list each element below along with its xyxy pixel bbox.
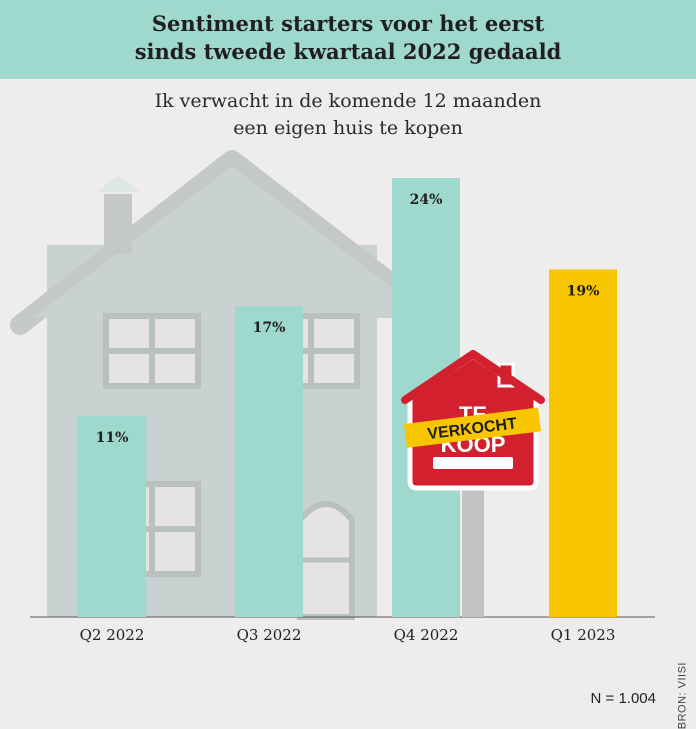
bar-value-label: 17% xyxy=(253,320,286,336)
bar-value-label: 24% xyxy=(410,192,443,208)
bar-value-label: 19% xyxy=(567,283,600,299)
bar-q1-2023 xyxy=(549,269,617,617)
x-tick-label: Q1 2023 xyxy=(551,626,616,644)
x-tick-label: Q2 2022 xyxy=(80,626,145,644)
for-sale-sign: TE KOOP VERKOCHT xyxy=(401,350,545,617)
chimney-cap xyxy=(96,176,140,192)
chart-subtitle-line-2: een eigen huis te kopen xyxy=(233,117,463,139)
chart-subtitle-line-1: Ik verwacht in de komende 12 maanden xyxy=(154,90,542,112)
chart-title-line-1: Sentiment starters voor het eerst xyxy=(151,11,545,36)
source-credit: BRON: VIISI xyxy=(676,662,688,729)
bar-q2-2022 xyxy=(78,415,146,617)
sign-white-strip xyxy=(433,457,513,469)
verkocht-sticker: VERKOCHT xyxy=(404,407,541,448)
header-banner: Sentiment starters voor het eerst sinds … xyxy=(0,0,696,79)
bar-value-label: 11% xyxy=(96,430,129,446)
chart-title: Sentiment starters voor het eerst sinds … xyxy=(0,10,696,66)
chart-title-line-2: sinds tweede kwartaal 2022 gedaald xyxy=(134,39,562,64)
house-gable xyxy=(32,166,432,318)
x-tick-label: Q4 2022 xyxy=(394,626,459,644)
sample-size-note: N = 1.004 xyxy=(590,690,656,707)
sign-post xyxy=(462,488,484,617)
x-tick-label: Q3 2022 xyxy=(237,626,302,644)
window-top-left xyxy=(103,313,201,389)
bar-q3-2022 xyxy=(235,306,303,617)
chart-subtitle: Ik verwacht in de komende 12 maanden een… xyxy=(0,88,696,142)
house-chimney xyxy=(104,194,132,254)
house-roof xyxy=(10,150,455,335)
sign-roof-edge xyxy=(401,350,545,404)
house-door xyxy=(297,501,355,620)
